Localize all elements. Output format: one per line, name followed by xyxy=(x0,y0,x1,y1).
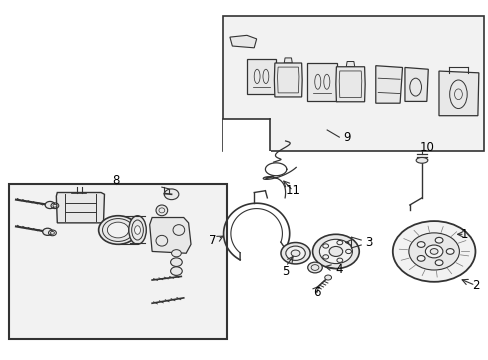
Polygon shape xyxy=(56,193,104,223)
Ellipse shape xyxy=(416,256,424,261)
Polygon shape xyxy=(404,67,427,102)
Text: 11: 11 xyxy=(285,184,300,197)
Polygon shape xyxy=(229,35,256,48)
Text: 9: 9 xyxy=(342,131,349,144)
Text: 3: 3 xyxy=(364,236,371,249)
Ellipse shape xyxy=(429,249,437,254)
Text: 5: 5 xyxy=(282,265,289,278)
Text: 10: 10 xyxy=(419,141,434,154)
Polygon shape xyxy=(438,71,478,116)
Polygon shape xyxy=(306,63,337,100)
Bar xyxy=(9,184,227,339)
Polygon shape xyxy=(274,63,302,97)
Ellipse shape xyxy=(134,226,140,234)
Text: 1: 1 xyxy=(460,228,468,241)
Text: 6: 6 xyxy=(312,286,320,299)
Ellipse shape xyxy=(307,262,322,273)
Ellipse shape xyxy=(416,242,424,247)
Ellipse shape xyxy=(408,233,458,270)
Polygon shape xyxy=(246,59,276,94)
Polygon shape xyxy=(346,62,354,67)
Ellipse shape xyxy=(156,205,167,216)
Ellipse shape xyxy=(42,228,52,235)
Ellipse shape xyxy=(164,189,179,200)
Ellipse shape xyxy=(290,250,299,256)
Polygon shape xyxy=(335,67,365,102)
Ellipse shape xyxy=(434,260,442,266)
Ellipse shape xyxy=(50,231,54,234)
Ellipse shape xyxy=(53,204,57,207)
Ellipse shape xyxy=(170,267,182,275)
Ellipse shape xyxy=(392,221,474,282)
Ellipse shape xyxy=(328,247,342,256)
Ellipse shape xyxy=(281,243,309,264)
Polygon shape xyxy=(222,16,483,152)
Polygon shape xyxy=(284,58,292,63)
Ellipse shape xyxy=(319,239,352,264)
Ellipse shape xyxy=(425,245,442,258)
Ellipse shape xyxy=(312,234,359,269)
Ellipse shape xyxy=(45,202,55,208)
Ellipse shape xyxy=(99,216,137,244)
Polygon shape xyxy=(149,217,191,253)
Text: 4: 4 xyxy=(335,263,343,276)
Ellipse shape xyxy=(107,222,128,238)
Ellipse shape xyxy=(171,249,181,257)
Ellipse shape xyxy=(170,258,182,266)
Ellipse shape xyxy=(415,157,427,163)
Text: 8: 8 xyxy=(112,174,119,186)
Text: 2: 2 xyxy=(471,279,478,292)
Ellipse shape xyxy=(324,275,331,280)
Polygon shape xyxy=(222,119,269,152)
Ellipse shape xyxy=(128,216,146,244)
Polygon shape xyxy=(375,66,402,103)
Polygon shape xyxy=(222,151,271,153)
Ellipse shape xyxy=(434,237,442,243)
Ellipse shape xyxy=(446,249,453,254)
Text: 7: 7 xyxy=(209,234,216,247)
Polygon shape xyxy=(118,216,137,244)
Ellipse shape xyxy=(285,246,305,260)
